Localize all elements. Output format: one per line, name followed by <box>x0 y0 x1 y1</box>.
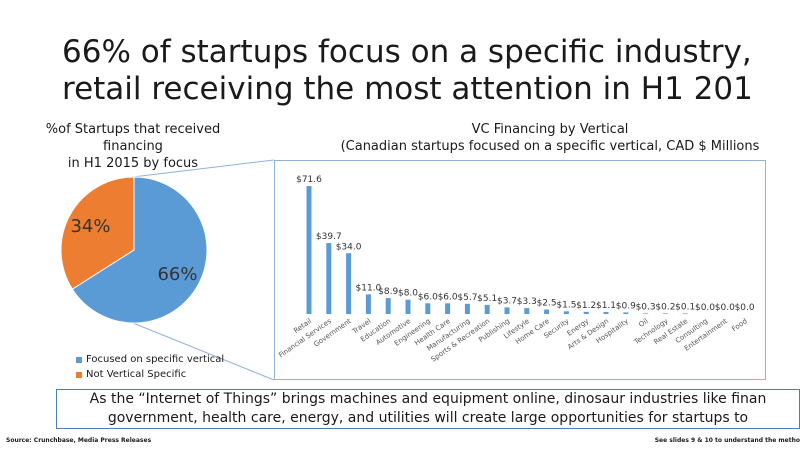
bar-health-care <box>445 303 451 314</box>
bar-manufacturing <box>464 303 470 314</box>
bar-real-estate <box>682 313 688 314</box>
pie-chart-title: %of Startups that received financing in … <box>20 121 246 172</box>
callout-line-1: As the “Internet of Things” brings machi… <box>89 391 767 407</box>
bar-value-label: $39.7 <box>316 232 342 242</box>
bar-chart-title-line-2: (Canadian startups focused on a specific… <box>340 139 760 154</box>
bar-category-label: Oil <box>637 317 649 329</box>
bar-value-label: $8.9 <box>378 287 398 297</box>
bar-value-label: $1.2 <box>576 301 596 311</box>
bar-value-label: $6.0 <box>418 292 438 302</box>
bar-value-label: $71.6 <box>296 175 322 185</box>
pie-chart: 66% 34% <box>60 176 208 324</box>
method-note: See slides 9 & 10 to understand the meth… <box>654 437 800 444</box>
source-note: Source: Crunchbase, Media Press Releases <box>6 437 152 444</box>
pie-label-not-vertical: 34% <box>70 216 110 237</box>
bar-value-label: $1.5 <box>556 300 576 310</box>
callout-box: As the “Internet of Things” brings machi… <box>56 389 800 429</box>
bar-chart-title-line-1: VC Financing by Vertical <box>471 122 629 137</box>
bar-chart-title: VC Financing by Vertical (Canadian start… <box>300 121 800 155</box>
bar-government <box>346 253 352 314</box>
bar-value-label: $0.0 <box>735 303 755 313</box>
pie-label-focused: 66% <box>157 264 197 285</box>
bar-value-label: $0.9 <box>616 301 636 311</box>
bar-oil <box>643 313 649 314</box>
bar-value-label: $0.0 <box>695 303 715 313</box>
bar-value-label: $5.7 <box>457 293 477 303</box>
legend-item-focused: Focused on specific vertical <box>76 352 224 367</box>
bar-publishing <box>504 307 510 314</box>
pie-slice-not-vertical <box>60 176 135 290</box>
bar-engineering <box>425 303 431 314</box>
slide-title-line-2: retail receiving the most attention in H… <box>62 71 753 107</box>
bar-value-label: $5.1 <box>477 294 497 304</box>
pie-legend: Focused on specific vertical Not Vertica… <box>76 352 224 382</box>
bar-financial-services <box>326 243 332 314</box>
bar-value-label: $0.3 <box>636 302 656 312</box>
bar-value-label: $3.7 <box>497 296 517 306</box>
bar-home-care <box>544 309 550 314</box>
bar-chart-frame <box>274 160 766 380</box>
bar-value-label: $11.0 <box>356 283 382 293</box>
bar-lifestyle <box>524 308 530 314</box>
bar-category-label: Food <box>730 317 748 333</box>
bar-automotive <box>405 299 411 314</box>
pie-slice-focused <box>71 176 208 324</box>
legend-item-not-vertical: Not Vertical Specific <box>76 367 224 382</box>
legend-label-focused: Focused on specific vertical <box>86 354 225 365</box>
bar-value-label: $0.0 <box>715 303 735 313</box>
bar-value-label: $0.2 <box>655 302 675 312</box>
bar-retail <box>306 186 312 314</box>
bar-education <box>385 298 391 314</box>
callout-line-2: government, health care, energy, and uti… <box>107 410 749 426</box>
bar-value-label: $8.0 <box>398 289 418 299</box>
slide-title: 66% of startups focus on a specific indu… <box>62 34 800 108</box>
bar-hospitality <box>623 312 629 314</box>
bar-value-label: $3.3 <box>517 297 537 307</box>
bar-security <box>563 311 569 314</box>
pie-chart-title-line-1: %of Startups that received financing <box>45 122 221 154</box>
bar-value-label: $1.1 <box>596 301 616 311</box>
bar-arts-design <box>603 312 609 314</box>
legend-swatch-not-vertical <box>76 371 82 378</box>
bar-energy <box>583 311 589 314</box>
bar-value-label: $34.0 <box>336 242 362 252</box>
slide-title-line-1: 66% of startups focus on a specific indu… <box>62 34 752 70</box>
bar-value-label: $6.0 <box>438 292 458 302</box>
legend-swatch-focused <box>76 356 82 363</box>
bar-sports-recreation <box>484 304 490 314</box>
legend-label-not-vertical: Not Vertical Specific <box>86 369 187 380</box>
bar-technology <box>662 313 668 314</box>
bar-travel <box>365 294 371 314</box>
bar-value-label: $0.1 <box>675 302 695 312</box>
bar-value-label: $2.5 <box>537 299 557 309</box>
